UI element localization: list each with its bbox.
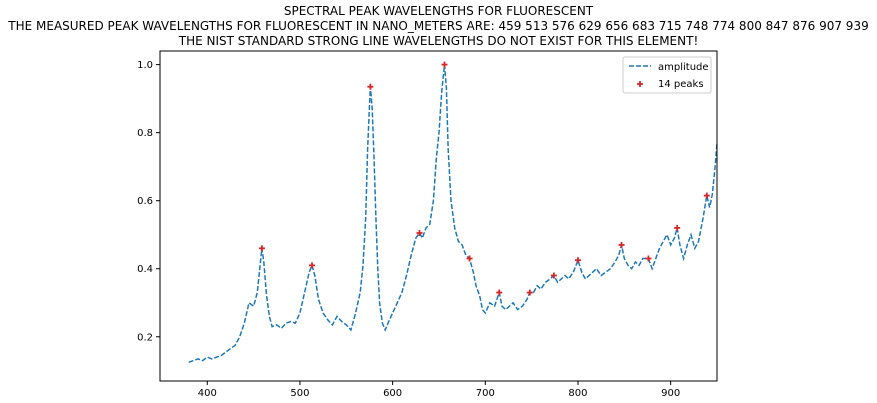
y-tick-label: 1.0 xyxy=(137,60,153,71)
legend-peaks-swatch xyxy=(637,81,643,87)
peak-marker xyxy=(703,192,710,199)
peak-marker xyxy=(550,272,557,279)
y-tick-label: 0.8 xyxy=(137,128,153,139)
peak-marker xyxy=(258,245,265,252)
y-tick-label: 0.6 xyxy=(137,196,153,207)
chart-subtitle-nist: THE NIST STANDARD STRONG LINE WAVELENGTH… xyxy=(178,34,699,48)
chart-title: SPECTRAL PEAK WAVELENGTHS FOR FLUORESCEN… xyxy=(283,4,594,18)
amplitude-series-line xyxy=(188,64,718,364)
legend-peaks-label: 14 peaks xyxy=(658,79,704,90)
peak-marker xyxy=(308,262,315,269)
peak-marker xyxy=(645,255,652,262)
peak-marker xyxy=(674,224,681,231)
chart-subtitle-peaks: THE MEASURED PEAK WAVELENGTHS FOR FLUORE… xyxy=(8,19,869,33)
x-tick-label: 900 xyxy=(661,388,680,399)
peak-marker xyxy=(416,230,423,237)
plot-area-background xyxy=(160,51,717,381)
peak-marker xyxy=(618,241,625,248)
peak-marker xyxy=(574,257,581,264)
peak-marker xyxy=(441,61,448,68)
peak-marker xyxy=(367,83,374,90)
legend: amplitude 14 peaks xyxy=(622,56,712,94)
legend-amplitude-label: amplitude xyxy=(658,62,709,73)
x-tick-label: 700 xyxy=(476,388,495,399)
axes-layer: 400 500 600 700 800 900 0.2 0.4 0.6 0.8 1.0 xyxy=(137,60,680,399)
y-tick-label: 0.4 xyxy=(137,264,153,275)
x-tick-label: 500 xyxy=(290,388,309,399)
x-tick-label: 600 xyxy=(383,388,402,399)
plot-frame xyxy=(159,50,718,382)
y-tick-label: 0.2 xyxy=(137,332,153,343)
peak-marker xyxy=(526,289,533,296)
chart-title-block: SPECTRAL PEAK WAVELENGTHS FOR FLUORESCEN… xyxy=(0,4,877,49)
peak-marker xyxy=(466,255,473,262)
x-tick-label: 800 xyxy=(568,388,587,399)
peak-marker xyxy=(496,289,503,296)
x-tick-label: 400 xyxy=(198,388,217,399)
series-layer xyxy=(188,61,718,364)
